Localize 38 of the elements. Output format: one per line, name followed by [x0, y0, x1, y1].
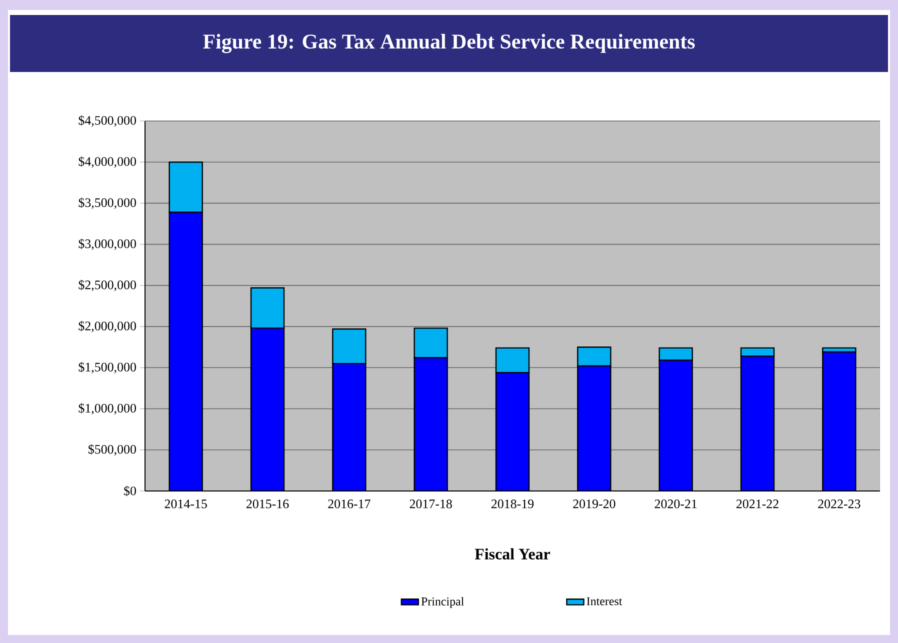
x-tick-label: 2016-17	[328, 500, 370, 508]
x-tick-label: 2021-22	[736, 500, 778, 508]
bar	[250, 287, 285, 329]
bar	[740, 356, 775, 491]
bar	[822, 351, 856, 491]
x-tick-label: 2014-15	[164, 500, 207, 508]
bar	[495, 372, 530, 491]
y-tick-label: $4,000,000	[78, 156, 136, 168]
x-tick-label: 2017-18	[410, 500, 452, 508]
x-axis-title: Fiscal Year	[474, 548, 550, 560]
bar	[658, 360, 693, 491]
bar	[332, 362, 366, 491]
bar	[332, 328, 366, 364]
y-tick-label: $1,500,000	[78, 362, 136, 374]
bar	[250, 328, 285, 491]
y-tick-label: $3,500,000	[78, 198, 136, 209]
legend-label: Interest	[586, 597, 622, 606]
y-tick-label: $1,000,000	[78, 403, 136, 414]
x-tick-label: 2019-20	[573, 500, 616, 508]
chart-title: Figure 19: Gas Tax Annual Debt Service Requirements	[203, 34, 695, 54]
bar	[168, 212, 203, 491]
legend-label: Principal	[421, 597, 464, 608]
bar	[577, 365, 612, 491]
bar	[414, 328, 448, 358]
y-tick-label: $2,000,000	[78, 320, 136, 332]
y-tick-label: $0	[124, 486, 136, 496]
y-tick-label: $2,500,000	[78, 280, 136, 292]
x-tick-label: 2020-21	[654, 500, 697, 508]
bar	[495, 347, 530, 374]
x-tick-label: 2022-23	[818, 500, 860, 508]
y-tick-label: $4,500,000	[78, 115, 136, 127]
bar	[658, 347, 693, 361]
y-tick-label: $500,000	[88, 444, 136, 456]
bar	[414, 357, 448, 491]
y-tick-label: $3,000,000	[78, 238, 136, 250]
x-tick-label: 2018-19	[491, 500, 534, 508]
x-tick-label: 2015-16	[246, 500, 289, 508]
bar	[577, 346, 612, 367]
